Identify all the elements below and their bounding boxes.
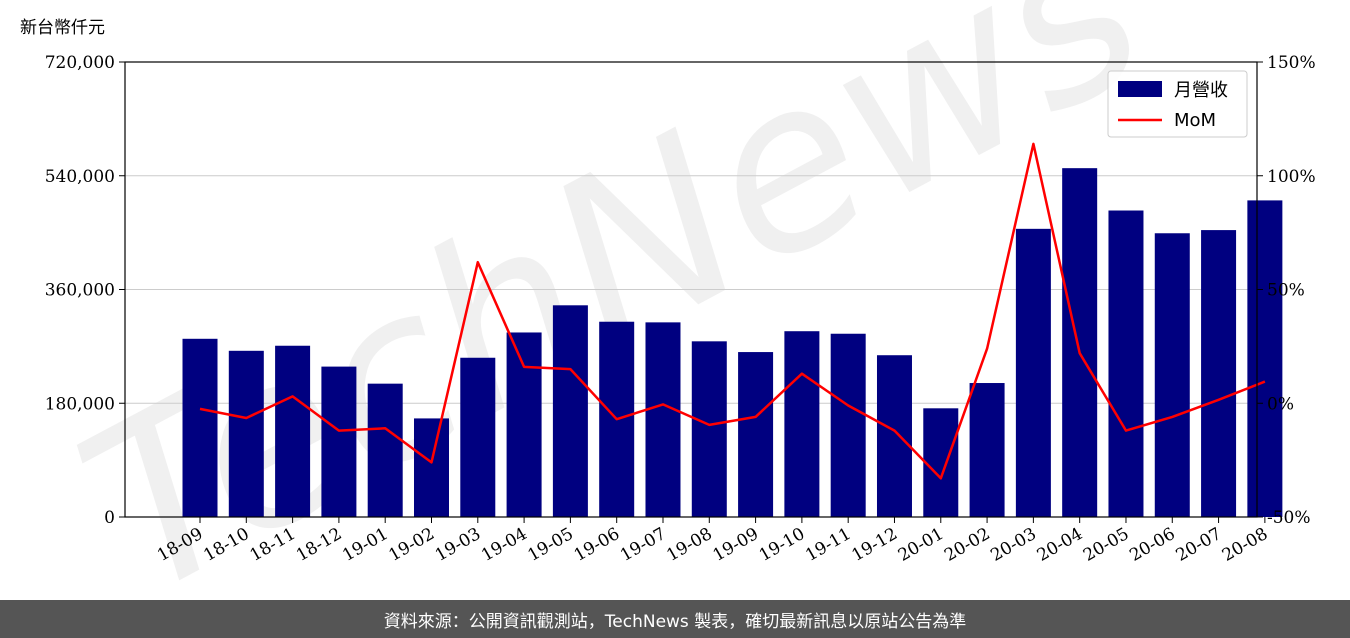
bar-19-02	[413, 418, 449, 517]
x-tick-label: 19-07	[617, 524, 669, 566]
unit-label: 新台幣仟元	[20, 18, 105, 38]
legend-bar-swatch	[1118, 81, 1162, 97]
y-left-tick-label: 540,000	[45, 167, 115, 187]
y-right-tick-label: 100%	[1267, 167, 1316, 187]
x-tick-label: 19-10	[756, 524, 808, 566]
x-tick-label: 19-05	[524, 524, 576, 566]
bar-19-08	[691, 341, 727, 517]
bar-19-05	[552, 305, 588, 517]
revenue-bars	[182, 168, 1283, 518]
bar-20-01	[923, 408, 959, 517]
x-tick-label: 19-08	[663, 524, 715, 566]
revenue-chart: TechNews 0180,000360,000540,000720,000-5…	[20, 0, 1316, 600]
x-tick-label: 19-11	[802, 524, 854, 566]
bar-20-08	[1247, 200, 1283, 518]
legend-bar-label: 月營收	[1174, 80, 1228, 101]
bar-20-02	[969, 383, 1005, 517]
x-tick-label: 20-04	[1034, 524, 1086, 566]
x-tick-label: 19-02	[386, 524, 438, 566]
bar-19-03	[460, 357, 496, 517]
x-tick-label: 20-08	[1219, 524, 1271, 566]
y-right-tick-label: 150%	[1267, 53, 1316, 73]
x-tick-label: 20-02	[941, 524, 993, 566]
y-left-tick-label: 0	[104, 508, 115, 528]
bar-20-05	[1108, 210, 1144, 517]
x-tick-label: 20-05	[1080, 524, 1132, 566]
bar-20-06	[1154, 233, 1190, 517]
bar-19-12	[876, 355, 912, 517]
x-tick-label: 20-01	[895, 524, 947, 566]
y-right-tick-label: 0%	[1267, 394, 1294, 414]
x-tick-label: 19-09	[710, 524, 762, 566]
y-left-tick-label: 180,000	[45, 394, 115, 414]
bar-18-11	[275, 345, 311, 517]
bar-19-07	[645, 322, 681, 517]
y-right-tick-label: -50%	[1267, 508, 1311, 528]
y-left-tick-label: 360,000	[45, 281, 115, 301]
bar-20-04	[1062, 168, 1098, 517]
bar-18-10	[228, 350, 264, 517]
x-tick-label: 20-03	[987, 524, 1039, 566]
bar-18-09	[182, 338, 218, 517]
x-tick-label: 19-12	[849, 524, 901, 566]
x-tick-label: 19-03	[432, 524, 484, 566]
source-text: 資料來源：公開資訊觀測站，TechNews 製表，確切最新訊息以原站公告為準	[383, 611, 967, 632]
mom-line	[199, 142, 1266, 480]
bar-19-11	[830, 333, 866, 517]
x-tick-label: 19-04	[478, 524, 530, 566]
bar-18-12	[321, 366, 357, 517]
legend: 月營收 MoM	[1107, 70, 1248, 138]
source-footer: 資料來源：公開資訊觀測站，TechNews 製表，確切最新訊息以原站公告為準	[0, 600, 1350, 638]
mom-line-layer	[199, 142, 1266, 480]
y-right-tick-label: 50%	[1267, 281, 1305, 301]
bar-19-04	[506, 332, 542, 517]
bar-19-10	[784, 331, 820, 517]
bar-20-07	[1201, 230, 1237, 517]
legend-line-label: MoM	[1174, 110, 1216, 131]
bar-20-03	[1015, 228, 1051, 518]
y-left-tick-label: 720,000	[45, 53, 115, 73]
bar-19-01	[367, 383, 403, 517]
x-tick-label: 20-06	[1126, 524, 1178, 566]
x-tick-label: 20-07	[1173, 524, 1225, 566]
bar-19-09	[738, 352, 774, 517]
x-tick-label: 19-06	[571, 524, 623, 566]
